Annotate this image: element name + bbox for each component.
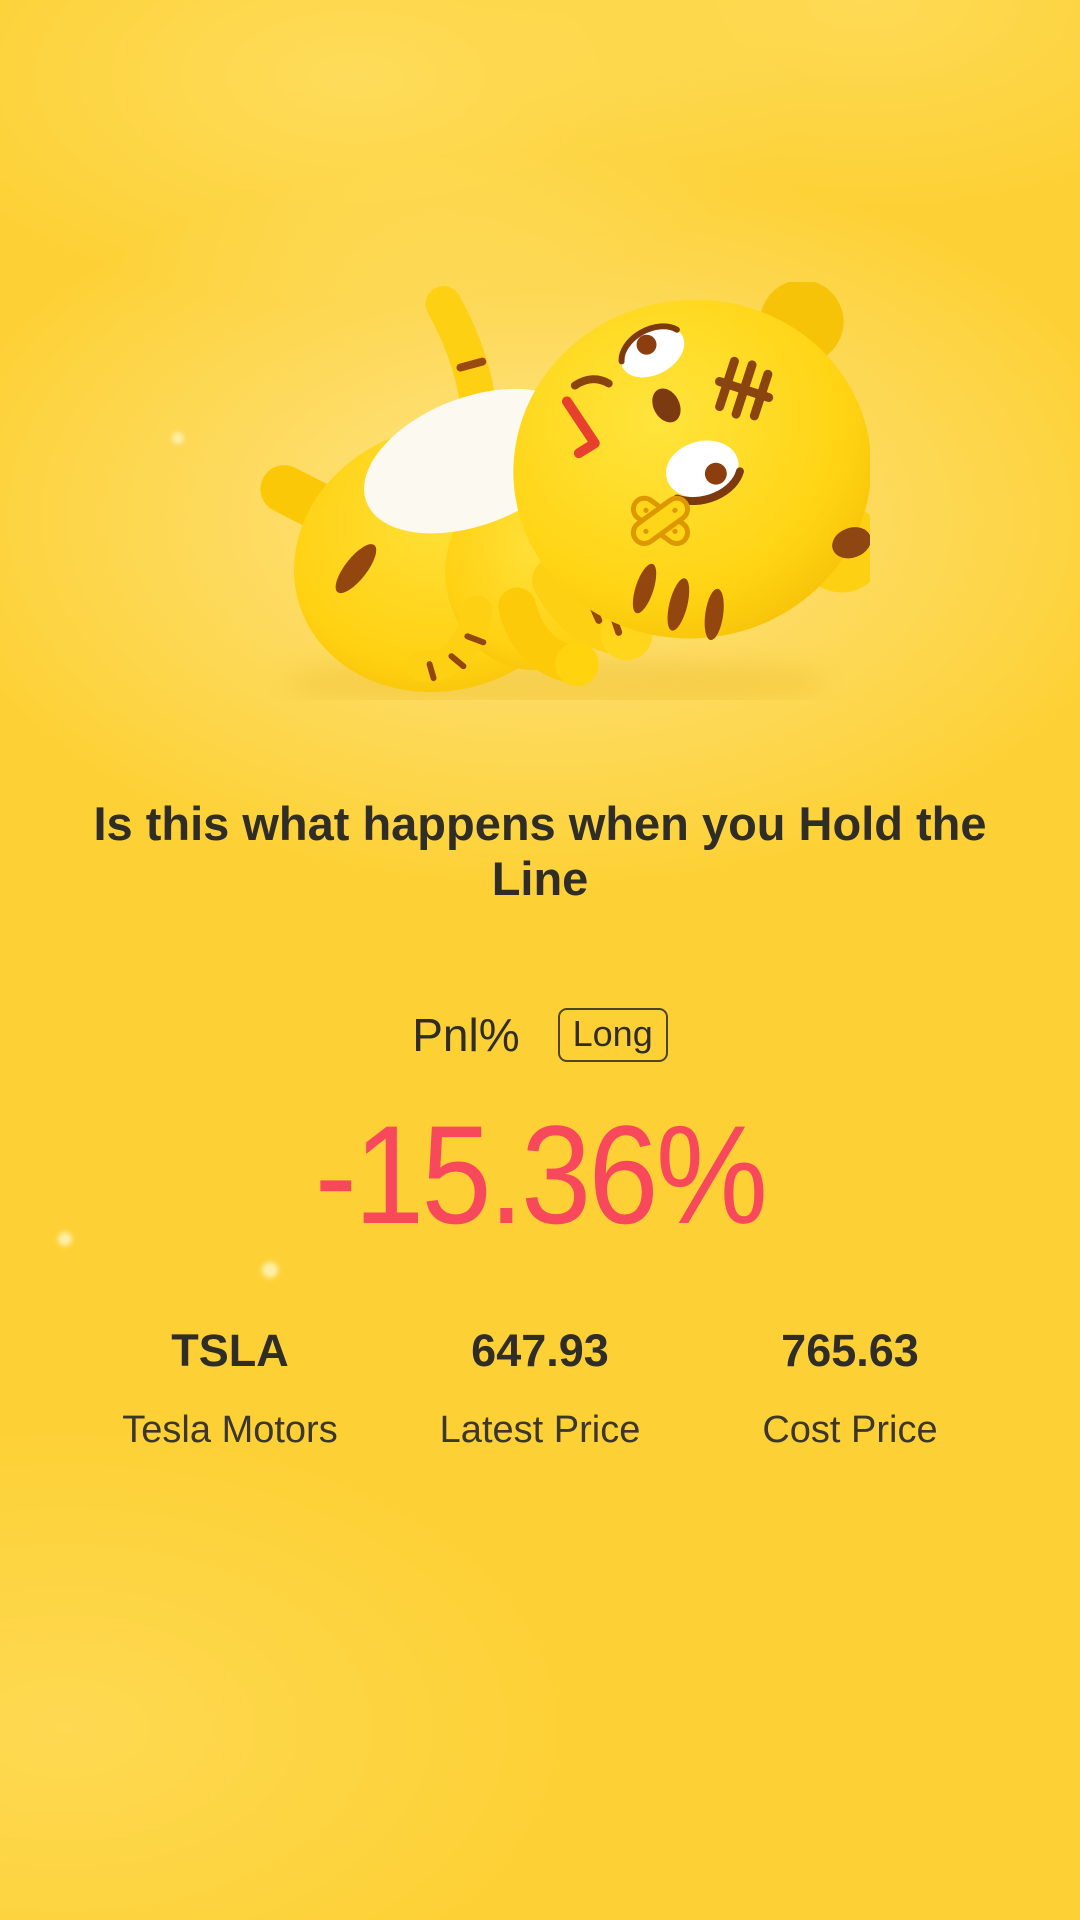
latest-price-value: 647.93 (471, 1325, 609, 1376)
sparkle-dot (172, 432, 184, 444)
direction-badge: Long (557, 1008, 668, 1062)
pnl-value: -15.36% (314, 1096, 768, 1253)
tiger-head (513, 282, 870, 641)
latest-price-label: Latest Price (439, 1409, 641, 1451)
tiger-wince-mark (561, 396, 600, 459)
tiger-eye-top (618, 323, 685, 378)
cost-price-value: 765.63 (781, 1325, 919, 1376)
tiger-nose (652, 388, 681, 423)
card-title: Is this what happens when you Hold the L… (93, 797, 987, 906)
stat-symbol: TSLA Tesla Motors (80, 1328, 380, 1449)
tiger-mascot-illustration (260, 282, 870, 700)
stats-row: TSLA Tesla Motors 647.93 Latest Price 76… (80, 1328, 1000, 1449)
pnl-row: Pnl% Long (0, 1008, 1080, 1062)
stat-latest-price: 647.93 Latest Price (390, 1328, 690, 1449)
cost-price-label: Cost Price (762, 1409, 938, 1451)
tiger-cheek-stripes (632, 563, 724, 641)
stat-cost-price: 765.63 Cost Price (700, 1328, 1000, 1449)
pnl-label: Pnl% (412, 1009, 520, 1061)
tiger-brow (570, 375, 613, 390)
sparkle-dot (262, 1262, 278, 1278)
bandage-cross (630, 495, 690, 546)
symbol-label: Tesla Motors (122, 1409, 338, 1451)
symbol-value: TSLA (171, 1325, 289, 1376)
tiger-forehead-mark (714, 356, 774, 421)
sparkle-dot (58, 1232, 72, 1246)
